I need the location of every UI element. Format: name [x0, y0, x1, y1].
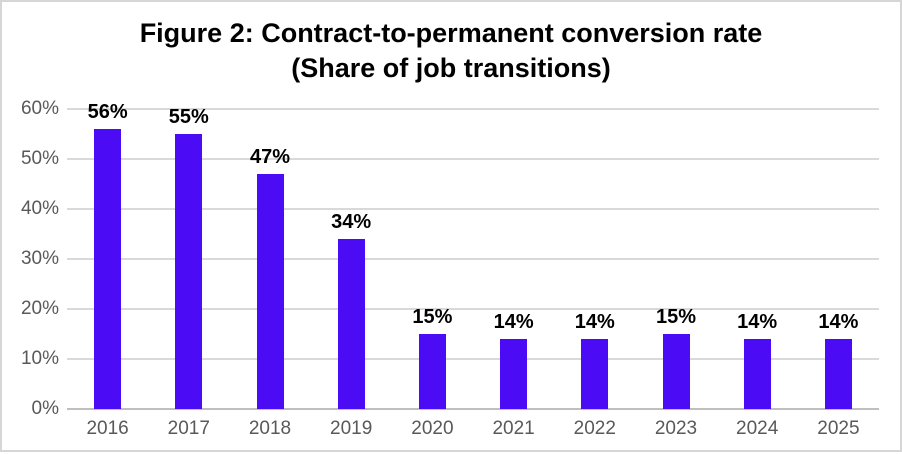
x-tick-label: 2023 [654, 418, 698, 439]
bar [256, 174, 284, 409]
bar-value-label: 15% [412, 306, 453, 328]
gridline [67, 208, 879, 210]
gridline [67, 108, 879, 110]
gridline [67, 308, 879, 310]
bar-value-label: 14% [574, 311, 615, 333]
y-tick-label: 20% [20, 298, 59, 319]
x-tick-label: 2022 [573, 418, 616, 439]
bar [418, 334, 446, 409]
bar [581, 339, 609, 409]
bar-value-label: 14% [818, 311, 859, 333]
bar-value-label: 56% [87, 101, 128, 123]
bar [743, 339, 771, 409]
bar [824, 339, 852, 409]
x-tick-label: 2017 [167, 418, 210, 439]
bar-value-label: 55% [168, 106, 209, 128]
x-tick-label: 2019 [330, 418, 373, 439]
x-tick-label: 2018 [248, 418, 292, 439]
bar-value-label: 34% [331, 211, 372, 233]
y-tick-label: 30% [20, 248, 59, 269]
x-tick-label: 2025 [817, 418, 860, 439]
bar-value-label: 47% [249, 146, 291, 168]
x-tick-label: 2016 [86, 418, 129, 439]
bar [500, 339, 528, 409]
bar-value-label: 14% [493, 311, 534, 333]
chart-title: Figure 2: Contract-to-permanent conversi… [2, 16, 900, 86]
y-tick-label: 10% [20, 348, 59, 369]
bar [662, 334, 690, 409]
x-tick-label: 2021 [492, 418, 535, 439]
gridline [67, 358, 879, 360]
x-tick-label: 2020 [411, 418, 454, 439]
y-tick-label: 50% [20, 148, 59, 169]
y-tick-label: 40% [20, 198, 59, 219]
bar [337, 239, 365, 409]
y-tick-label: 60% [20, 98, 59, 119]
gridline [67, 258, 879, 260]
chart-title-line2: (Share of job transitions) [291, 53, 611, 83]
y-tick-label: 0% [31, 398, 59, 419]
chart-title-line1: Figure 2: Contract-to-permanent conversi… [139, 18, 763, 48]
x-axis-line [67, 408, 879, 410]
bar-value-label: 14% [737, 311, 778, 333]
bar-value-label: 15% [655, 306, 697, 328]
x-tick-label: 2024 [736, 418, 779, 439]
bar [94, 129, 122, 409]
bar [175, 134, 203, 409]
gridline [67, 158, 879, 160]
